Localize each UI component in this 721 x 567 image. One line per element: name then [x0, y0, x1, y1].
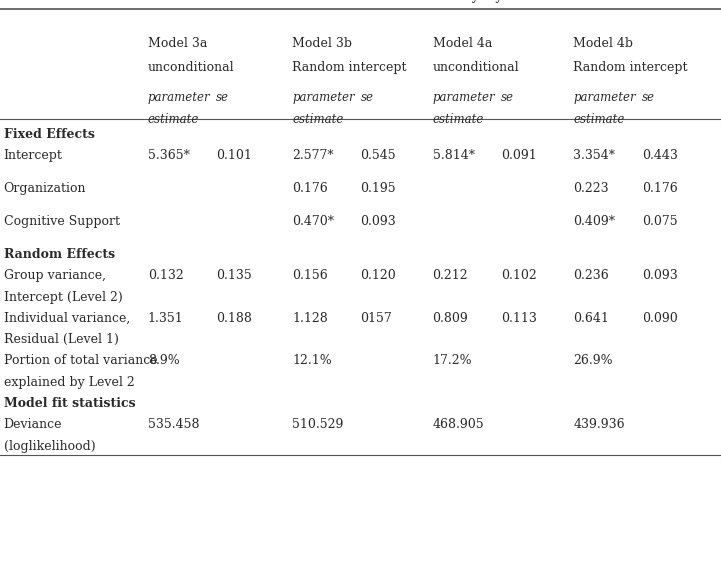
Text: 0.212: 0.212: [433, 269, 468, 282]
Text: 2.577*: 2.577*: [292, 149, 334, 162]
Text: 0.176: 0.176: [292, 182, 328, 195]
Text: 5.365*: 5.365*: [148, 149, 190, 162]
Text: 0.091: 0.091: [501, 149, 537, 162]
Text: 0.075: 0.075: [642, 215, 677, 228]
Text: Model 4a: Model 4a: [433, 37, 492, 50]
Text: 0.809: 0.809: [433, 312, 469, 325]
Text: 0.641: 0.641: [573, 312, 609, 325]
Text: Model 4b: Model 4b: [573, 37, 633, 50]
Text: 0.195: 0.195: [360, 182, 396, 195]
Text: 0.093: 0.093: [360, 215, 397, 228]
Text: Model 3a: Model 3a: [148, 37, 207, 50]
Text: Random Effects: Random Effects: [4, 248, 115, 261]
Text: se: se: [216, 91, 229, 104]
Text: 0.470*: 0.470*: [292, 215, 334, 228]
Text: Cognitive Support: Cognitive Support: [4, 215, 120, 228]
Text: Individual variance,: Individual variance,: [4, 312, 130, 325]
Text: 0.113: 0.113: [501, 312, 537, 325]
Text: estimate: estimate: [433, 113, 484, 126]
Text: 0.102: 0.102: [501, 269, 537, 282]
Text: se: se: [642, 91, 655, 104]
Text: Random intercept: Random intercept: [292, 61, 407, 74]
Text: 535.458: 535.458: [148, 418, 199, 431]
Text: Affect: Affect: [176, 0, 213, 3]
Text: 0.101: 0.101: [216, 149, 252, 162]
Text: unconditional: unconditional: [148, 61, 234, 74]
Text: Random intercept: Random intercept: [573, 61, 688, 74]
Text: parameter: parameter: [573, 91, 636, 104]
Text: parameter: parameter: [433, 91, 495, 104]
Text: Model fit statistics: Model fit statistics: [4, 397, 136, 410]
Text: 0.090: 0.090: [642, 312, 678, 325]
Text: 0.545: 0.545: [360, 149, 396, 162]
Text: 0.135: 0.135: [216, 269, 252, 282]
Text: Model 3b: Model 3b: [292, 37, 352, 50]
Text: Intercept (Level 2): Intercept (Level 2): [4, 291, 123, 304]
Text: Residual (Level 1): Residual (Level 1): [4, 333, 118, 346]
Text: 8.9%: 8.9%: [148, 354, 180, 367]
Text: parameter: parameter: [292, 91, 355, 104]
Text: 17.2%: 17.2%: [433, 354, 472, 367]
Text: estimate: estimate: [573, 113, 624, 126]
Text: 468.905: 468.905: [433, 418, 485, 431]
Text: 0.223: 0.223: [573, 182, 609, 195]
Text: 0.443: 0.443: [642, 149, 678, 162]
Text: Fixed Effects: Fixed Effects: [4, 128, 94, 141]
Text: 12.1%: 12.1%: [292, 354, 332, 367]
Text: 510.529: 510.529: [292, 418, 343, 431]
Text: se: se: [360, 91, 373, 104]
Text: 0.188: 0.188: [216, 312, 252, 325]
Text: 439.936: 439.936: [573, 418, 625, 431]
Text: 3.354*: 3.354*: [573, 149, 615, 162]
Text: Loyalty: Loyalty: [456, 0, 503, 3]
Text: 26.9%: 26.9%: [573, 354, 613, 367]
Text: estimate: estimate: [292, 113, 343, 126]
Text: Group variance,: Group variance,: [4, 269, 105, 282]
Text: 1.128: 1.128: [292, 312, 328, 325]
Text: 0.409*: 0.409*: [573, 215, 615, 228]
Text: 1.351: 1.351: [148, 312, 184, 325]
Text: explained by Level 2: explained by Level 2: [4, 376, 134, 389]
Text: 0.132: 0.132: [148, 269, 184, 282]
Text: 0.120: 0.120: [360, 269, 397, 282]
Text: unconditional: unconditional: [433, 61, 519, 74]
Text: 0.156: 0.156: [292, 269, 328, 282]
Text: 0.176: 0.176: [642, 182, 678, 195]
Text: se: se: [501, 91, 514, 104]
Text: 0.236: 0.236: [573, 269, 609, 282]
Text: Intercept: Intercept: [4, 149, 63, 162]
Text: 0.093: 0.093: [642, 269, 678, 282]
Text: Portion of total variance: Portion of total variance: [4, 354, 157, 367]
Text: 0157: 0157: [360, 312, 392, 325]
Text: (loglikelihood): (loglikelihood): [4, 440, 95, 453]
Text: Organization: Organization: [4, 182, 86, 195]
Text: Deviance: Deviance: [4, 418, 62, 431]
Text: parameter: parameter: [148, 91, 211, 104]
Text: estimate: estimate: [148, 113, 199, 126]
Text: 5.814*: 5.814*: [433, 149, 474, 162]
